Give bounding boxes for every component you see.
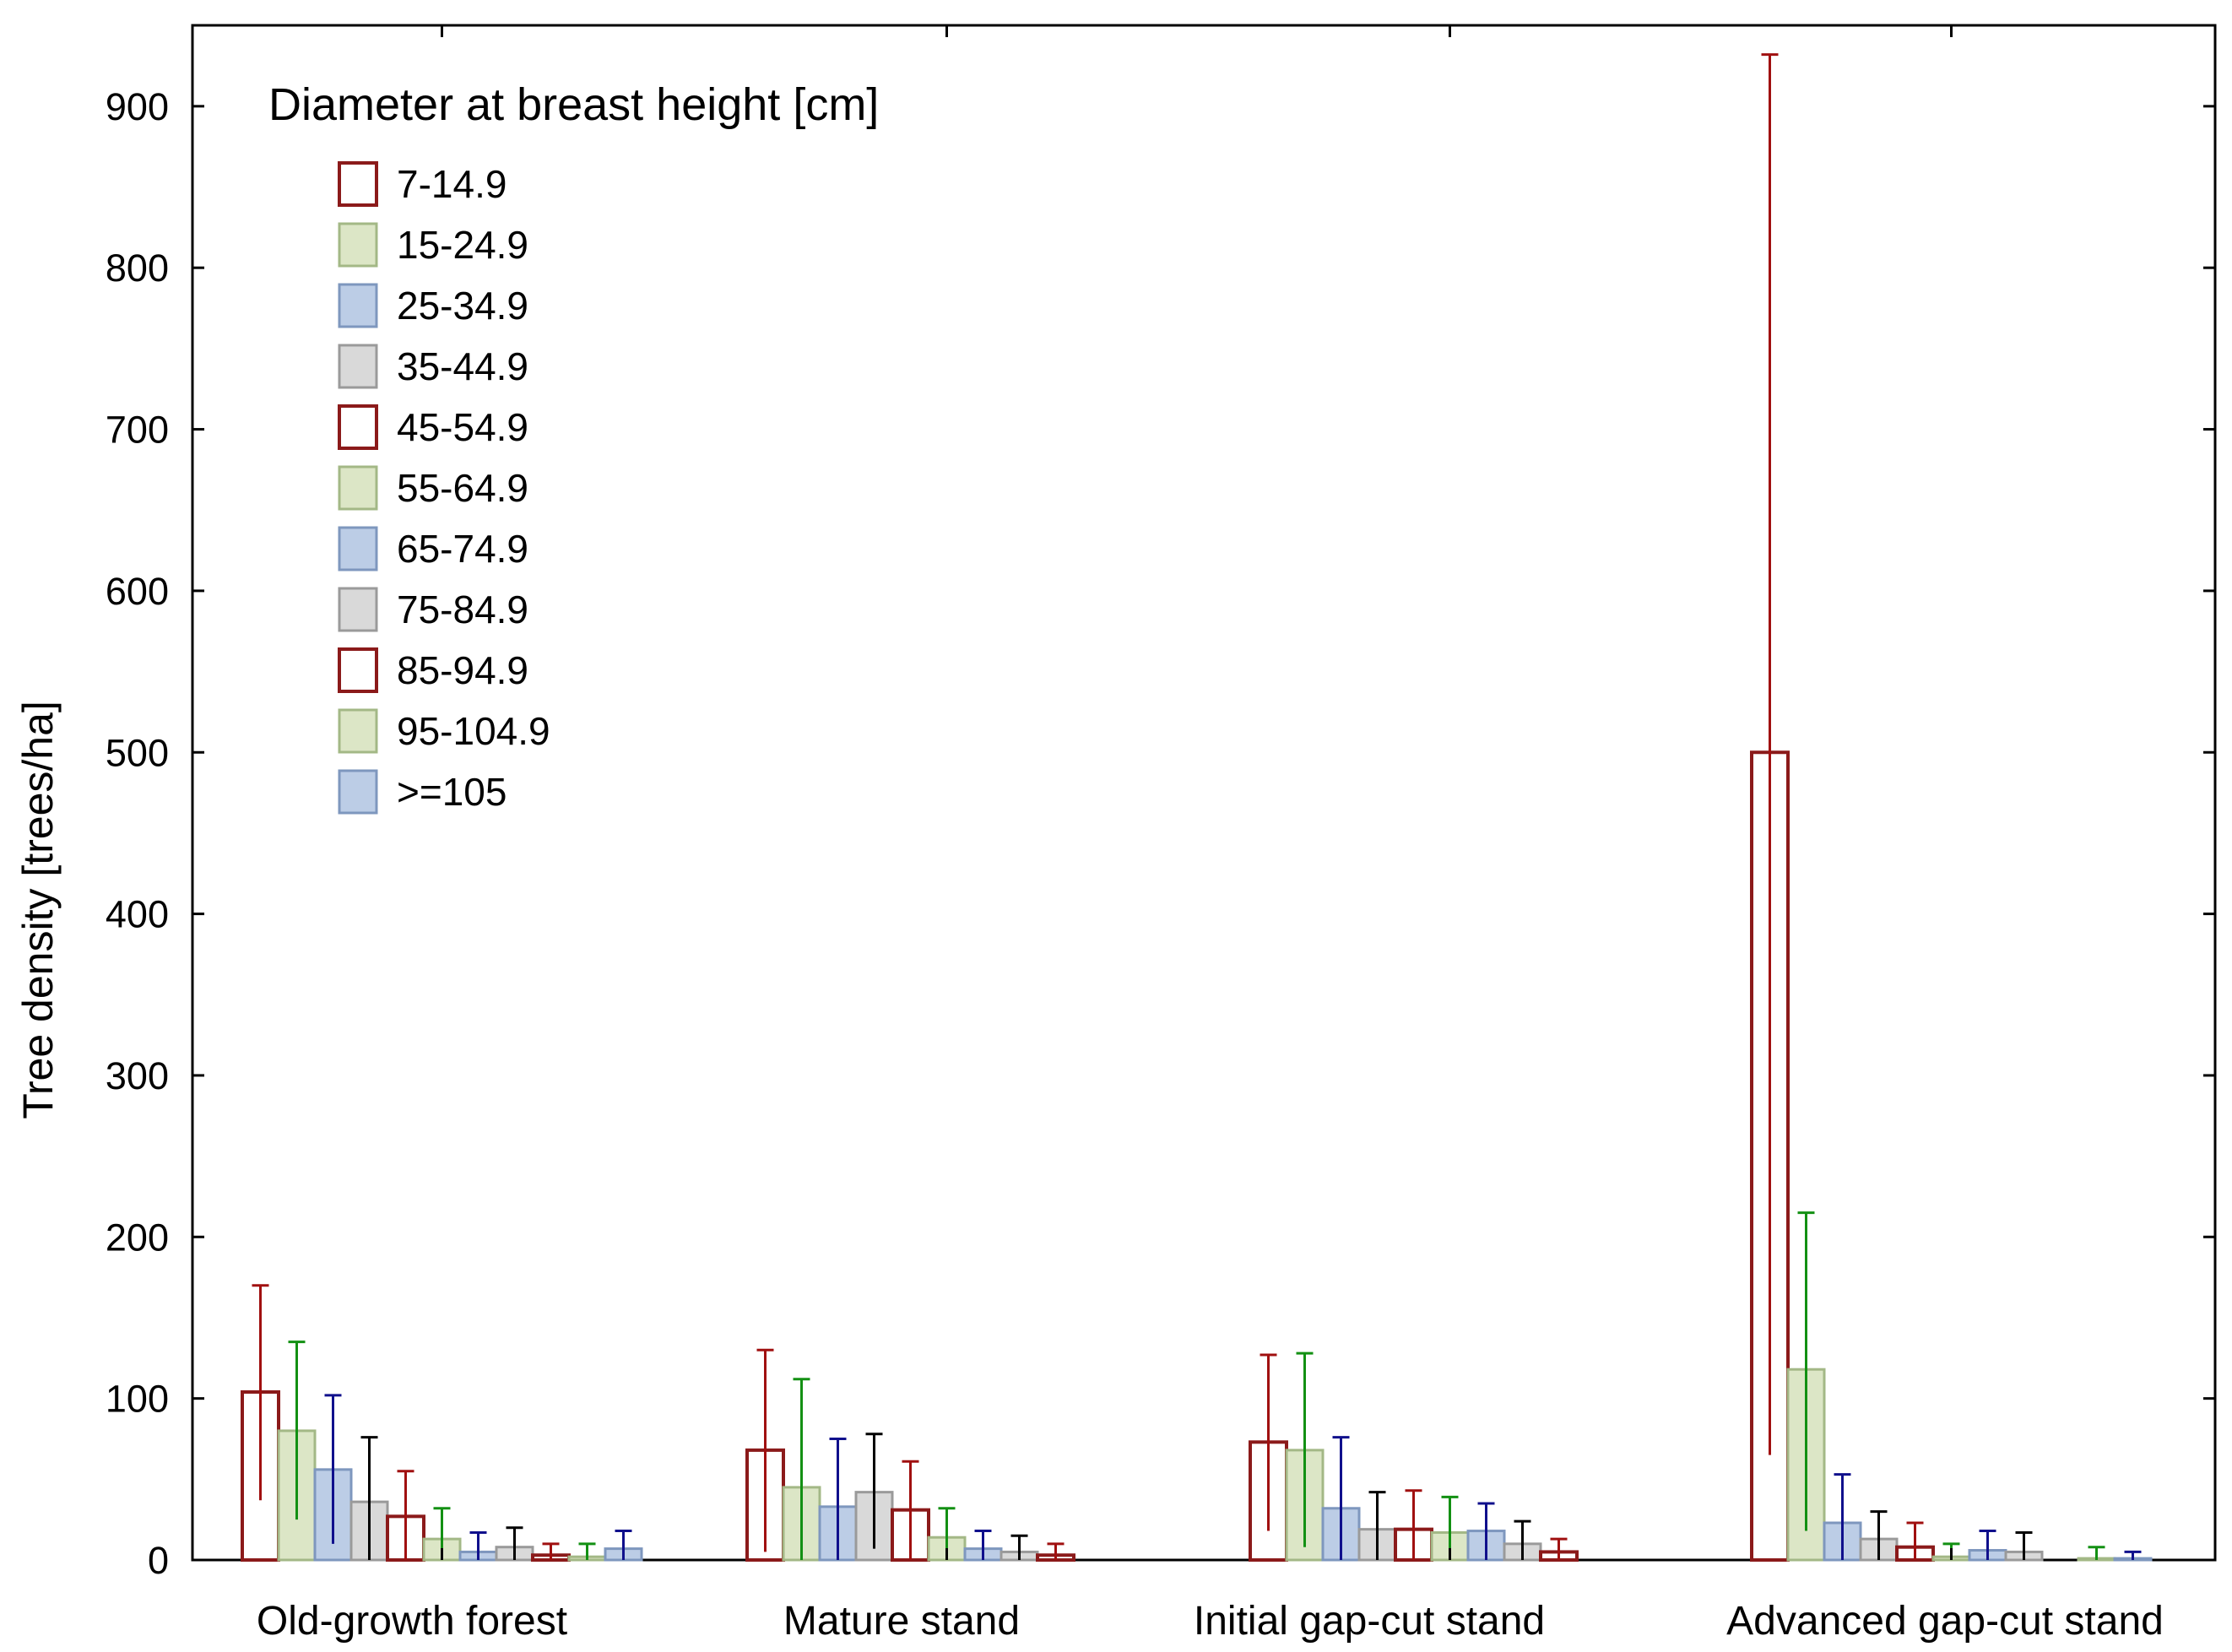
y-tick-label: 200 <box>106 1216 169 1259</box>
legend-label: 25-34.9 <box>397 284 528 328</box>
x-axis: Old-growth forest Mature stand Initial gap… <box>257 25 2164 1644</box>
plot-frame <box>191 24 2217 1562</box>
bar-series <box>241 53 2153 1563</box>
legend-label: 35-44.9 <box>397 344 528 388</box>
legend-label: 45-54.9 <box>397 405 528 449</box>
legend-label: 75-84.9 <box>397 588 528 631</box>
y-tick-label: 800 <box>106 246 169 290</box>
legend-swatch <box>338 769 378 815</box>
y-axis: 0 100 200 300 400 500 600 700 800 900 <box>106 85 2215 1582</box>
legend-label: 15-24.9 <box>397 223 528 267</box>
legend-swatch <box>338 404 378 450</box>
legend-swatch <box>338 344 378 389</box>
legend-label: 95-104.9 <box>397 709 550 753</box>
y-tick-label: 0 <box>148 1539 169 1582</box>
legend-label: >=105 <box>397 770 507 814</box>
legend-label: 55-64.9 <box>397 466 528 510</box>
legend-swatch <box>338 708 378 754</box>
legend-swatch <box>338 526 378 571</box>
y-tick-label: 700 <box>106 409 169 452</box>
legend-label: 65-74.9 <box>397 527 528 571</box>
legend-swatch <box>338 161 378 207</box>
x-category-label: Old-growth forest <box>257 1599 567 1644</box>
legend-swatch <box>338 465 378 511</box>
x-category-label: Mature stand <box>783 1599 1020 1644</box>
legend-swatch <box>338 587 378 632</box>
legend-swatch <box>338 283 378 328</box>
legend-swatch <box>338 222 378 268</box>
legend-label: 7-14.9 <box>397 162 507 206</box>
legend-title: Diameter at breast height [cm] <box>268 79 879 130</box>
y-tick-label: 900 <box>106 85 169 128</box>
y-tick-label: 400 <box>106 893 169 936</box>
legend-swatch <box>338 647 378 693</box>
y-tick-label: 300 <box>106 1054 169 1097</box>
x-category-label: Advanced gap-cut stand <box>1726 1599 2164 1644</box>
x-category-label: Initial gap-cut stand <box>1194 1599 1545 1644</box>
y-tick-label: 500 <box>106 731 169 774</box>
y-tick-label: 600 <box>106 570 169 613</box>
y-axis-title: Tree density [trees/ha] <box>14 701 62 1119</box>
y-tick-label: 100 <box>106 1378 169 1421</box>
legend-label: 85-94.9 <box>397 648 528 692</box>
legend: Diameter at breast height [cm] 7-14.9 15-… <box>268 79 879 815</box>
